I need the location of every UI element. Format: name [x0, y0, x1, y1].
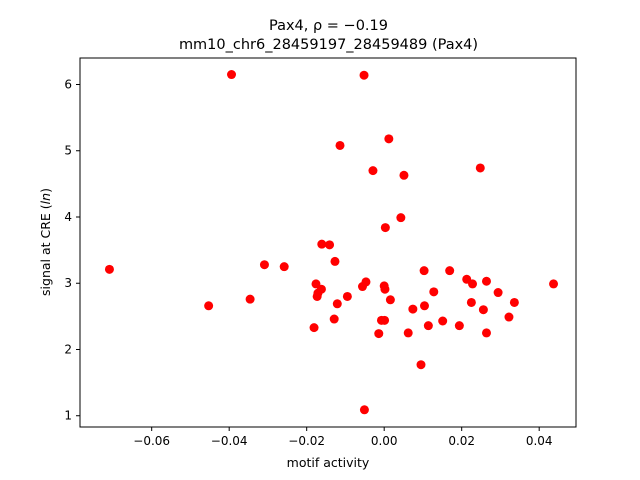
data-point: [332, 299, 342, 309]
data-point: [416, 360, 426, 370]
data-point: [509, 297, 519, 307]
y-tick-label: 6: [64, 77, 72, 91]
data-point: [335, 140, 345, 150]
data-point: [316, 284, 326, 294]
y-tick-label: 4: [64, 210, 72, 224]
y-tick-label: 3: [64, 276, 72, 290]
x-axis-label: motif activity: [287, 455, 370, 470]
data-point: [317, 239, 327, 249]
data-point: [104, 264, 114, 274]
data-point: [481, 276, 491, 286]
data-point: [466, 297, 476, 307]
data-point: [374, 329, 384, 339]
data-point: [359, 405, 369, 415]
data-point: [359, 70, 369, 80]
chart-title-line2: mm10_chr6_28459197_28459489 (Pax4): [179, 37, 478, 53]
x-tick-label: −0.04: [211, 434, 248, 448]
data-point: [245, 294, 255, 304]
data-point: [478, 305, 488, 315]
data-point: [385, 295, 395, 305]
x-tick-label: 0.00: [371, 434, 398, 448]
data-point: [329, 314, 339, 324]
data-point: [429, 287, 439, 297]
data-point: [419, 266, 429, 276]
y-tick-label: 1: [64, 409, 72, 423]
data-point: [408, 304, 418, 314]
y-axis-label: signal at CRE (ln): [38, 188, 53, 296]
data-point: [468, 279, 478, 289]
data-point: [259, 260, 269, 270]
data-point: [504, 312, 514, 322]
plot-area: [79, 57, 577, 428]
x-tick-label: 0.02: [448, 434, 475, 448]
x-tick-label: −0.02: [288, 434, 325, 448]
y-axis: 1 2 3 4 5 6: [64, 77, 80, 423]
data-point: [445, 266, 455, 276]
data-point: [380, 223, 390, 233]
data-point: [227, 70, 237, 80]
data-point: [325, 240, 335, 250]
data-point: [475, 163, 485, 173]
data-point: [419, 301, 429, 311]
data-point: [380, 284, 390, 294]
data-point: [279, 262, 289, 272]
chart-title-line1: Pax4, ρ = −0.19: [269, 18, 388, 34]
y-tick-label: 2: [64, 342, 72, 356]
data-point: [454, 321, 464, 331]
data-point: [403, 328, 413, 338]
data-point: [396, 213, 406, 223]
data-point: [380, 315, 390, 325]
data-points: [104, 70, 559, 415]
y-tick-label: 5: [64, 144, 72, 158]
data-point: [399, 170, 409, 180]
data-point: [368, 166, 378, 176]
data-point: [481, 328, 491, 338]
data-point: [384, 134, 394, 144]
y-axis-label-italic: ln: [38, 193, 53, 204]
data-point: [423, 321, 433, 331]
data-point: [361, 277, 371, 287]
x-tick-label: 0.04: [526, 434, 553, 448]
data-point: [204, 301, 214, 311]
data-point: [438, 316, 448, 326]
data-point: [342, 291, 352, 301]
data-point: [549, 279, 559, 289]
data-point: [493, 288, 503, 298]
data-point: [330, 256, 340, 266]
y-axis-label-text: signal at CRE (: [38, 204, 53, 296]
x-tick-label: −0.06: [133, 434, 170, 448]
y-axis-label-suffix: ): [38, 188, 53, 193]
data-point: [309, 323, 319, 333]
x-axis: −0.06 −0.04 −0.02 0.00 0.02 0.04: [133, 427, 553, 448]
